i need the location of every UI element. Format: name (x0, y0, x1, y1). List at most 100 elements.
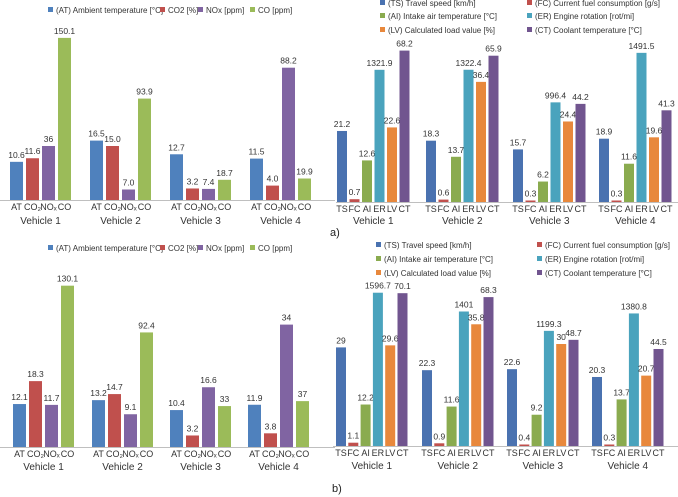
bar (45, 404, 58, 447)
bar-category-label: NOₓ (200, 449, 217, 459)
bar-category-label: ER (373, 204, 386, 214)
bar-category-label: CO (140, 449, 154, 459)
bar-category-label: CO₂ (184, 202, 202, 212)
bar-category-label: NOₓ (278, 449, 295, 459)
bar (266, 185, 279, 200)
bar-category-label: LV (385, 448, 395, 458)
bar (483, 297, 494, 446)
bar-category-label: CO (218, 202, 232, 212)
bar-category-label: ER (372, 448, 385, 458)
bar-category-label: LV (563, 204, 573, 214)
data-label: 0.3 (611, 189, 623, 199)
data-label: 41.3 (658, 98, 675, 108)
bar (611, 200, 622, 202)
bar (531, 414, 542, 446)
data-label: 21.2 (334, 119, 351, 129)
legend-label: (CT) Coolant temperature [°C] (535, 26, 642, 35)
legend-label: NOx [ppm] (206, 244, 244, 253)
bar (202, 188, 215, 200)
legend-label: CO [ppm] (258, 244, 292, 253)
legend-label: (AT) Ambient temperature [°C] (56, 6, 163, 15)
data-label: 0.4 (518, 433, 530, 443)
bar-category-label: CT (399, 204, 411, 214)
data-label: 9.2 (531, 403, 543, 413)
legend-label: CO2 [%] (168, 244, 198, 253)
bar (399, 50, 410, 202)
bar-category-label: LV (471, 448, 481, 458)
vehicle-label: Vehicle 4 (258, 462, 299, 473)
bar-category-label: AT (93, 449, 104, 459)
data-label: 18.9 (596, 127, 613, 137)
data-label: 88.2 (280, 56, 297, 66)
legend-swatch (48, 7, 53, 12)
bar (61, 285, 74, 447)
bar-category-label: NOₓ (122, 449, 139, 459)
legend-swatch (376, 256, 381, 261)
bar (519, 444, 530, 446)
bar (348, 442, 359, 446)
bar (186, 188, 199, 200)
bar-category-label: CT (661, 204, 673, 214)
bar-category-label: CO (218, 449, 232, 459)
data-label: 22.3 (419, 358, 436, 368)
bar (550, 102, 561, 202)
vehicle-label: Vehicle 1 (351, 461, 392, 472)
data-label: 11.6 (444, 395, 460, 405)
data-label: 34 (282, 313, 292, 323)
bar (653, 348, 664, 446)
data-label: 1596.7 (365, 281, 391, 291)
bar-category-label: LV (649, 204, 659, 214)
data-label: 3.2 (187, 423, 199, 433)
data-label: 16.6 (200, 375, 217, 385)
bar (397, 293, 408, 446)
bar (218, 179, 231, 200)
legend-swatch (250, 245, 255, 250)
data-label: 1321.9 (367, 58, 393, 68)
data-label: 16.5 (88, 129, 105, 139)
data-label: 33 (220, 394, 230, 404)
bar-category-label: LV (476, 204, 486, 214)
bar-category-label: LV (556, 448, 566, 458)
bar (434, 443, 445, 446)
data-label: 20.7 (638, 364, 655, 374)
bar-category-label: AI (452, 204, 461, 214)
bar-category-label: FC (347, 448, 359, 458)
data-label: 12.1 (11, 392, 28, 402)
bar (463, 69, 474, 202)
bar (170, 410, 183, 447)
bar (138, 98, 151, 200)
legend-label: (FC) Current fuel consumption [g/s] (535, 0, 660, 8)
data-label: 130.1 (57, 274, 79, 284)
bar-category-label: AI (539, 204, 548, 214)
data-label: 0.9 (433, 431, 445, 441)
vehicle-label: Vehicle 3 (522, 461, 563, 472)
data-label: 93.9 (136, 87, 153, 97)
bar-category-label: FC (611, 204, 623, 214)
bar (628, 313, 639, 446)
legend-label: CO2 [%] (168, 6, 198, 15)
data-label: 15.7 (510, 137, 527, 147)
bar (649, 137, 659, 202)
bar-category-label: CO₂ (27, 449, 45, 459)
data-label: 18.3 (423, 129, 440, 139)
data-label: 1199.3 (536, 319, 562, 329)
data-label: 19.9 (296, 167, 313, 177)
bar-category-label: CO₂ (262, 449, 280, 459)
bar-category-label: CT (488, 204, 500, 214)
bar-category-label: FC (525, 204, 537, 214)
data-label: 68.2 (396, 39, 413, 49)
bar (563, 121, 573, 202)
bar (385, 345, 396, 446)
bar-category-label: FC (433, 448, 445, 458)
vehicle-label: Vehicle 3 (529, 216, 570, 227)
bar-category-label: AI (447, 448, 456, 458)
bar-category-label: CT (568, 448, 580, 458)
bar (471, 324, 482, 446)
bar-category-label: NOₓ (120, 202, 137, 212)
bar (336, 347, 346, 446)
bar (538, 181, 548, 202)
bar (458, 311, 469, 446)
bar-category-label: CO₂ (264, 202, 282, 212)
bar-category-label: AI (361, 448, 370, 458)
data-label: 1380.8 (621, 301, 647, 311)
